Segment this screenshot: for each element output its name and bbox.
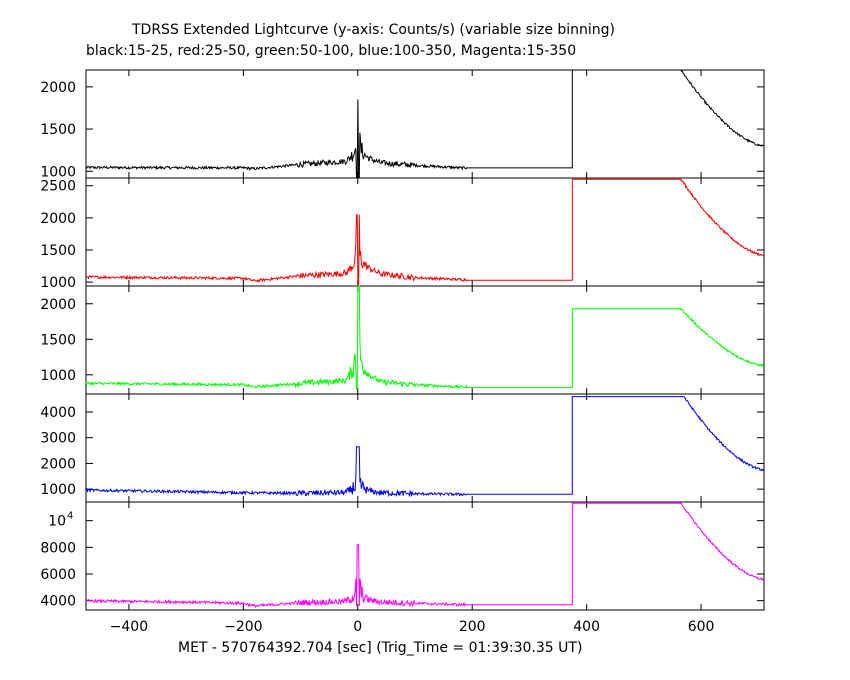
y-tick-label: 4000 [40,594,76,610]
x-axis-label: MET - 570764392.704 [sec] (Trig_Time = 0… [178,640,583,656]
y-tick-exponent: 4 [67,511,73,522]
panel-frame [85,285,765,395]
panel-15-350: 4000 6000 8000 10 4 [40,501,765,611]
y-tick-label: 2000 [40,80,76,96]
y-tick-label: 1500 [40,332,76,348]
series-line-25-50 [85,178,764,286]
y-tick-label: 2000 [40,211,76,227]
panel-frame [85,501,765,611]
panel-frame [85,393,765,503]
x-tick-label: 600 [688,619,715,635]
panel-frame [85,177,765,287]
y-tick-label: 2000 [40,456,76,472]
chart-subtitle: black:15-25, red:25-50, green:50-100, bl… [86,43,577,59]
panel-50-100: 1000 1500 2000 [40,285,765,395]
x-tick-label: 200 [459,619,486,635]
series-line-100-350 [85,396,764,498]
y-tick-label: 1500 [40,243,76,259]
series-line-50-100 [85,285,764,390]
series-line-15-350 [85,502,764,609]
x-tick-label: −400 [110,619,148,635]
y-tick-label: 3000 [40,431,76,447]
panel-25-50: 1000 1500 2000 2500 [40,177,765,291]
x-tick-label: 0 [353,619,362,635]
panel-100-350: 1000 2000 3000 4000 [40,393,765,503]
y-tick-label: 10 [48,514,66,530]
y-tick-label: 1000 [40,164,76,180]
y-tick-label: 2000 [40,297,76,313]
y-tick-label: 4000 [40,405,76,421]
y-tick-label: 8000 [40,540,76,556]
y-tick-label: 1000 [40,275,76,291]
panel-15-25: 1000 1500 2000 [40,69,765,180]
y-tick-label: 6000 [40,567,76,583]
chart-title: TDRSS Extended Lightcurve (y-axis: Count… [132,22,616,38]
panel-frame [85,69,765,179]
y-tick-label: 1500 [40,122,76,138]
x-tick-label: 400 [573,619,600,635]
y-tick-label: 2500 [40,179,76,195]
y-tick-label: 1000 [40,368,76,384]
y-tick-label: 1000 [40,482,76,498]
x-tick-label: −200 [224,619,262,635]
series-line-15-25 [85,69,764,179]
